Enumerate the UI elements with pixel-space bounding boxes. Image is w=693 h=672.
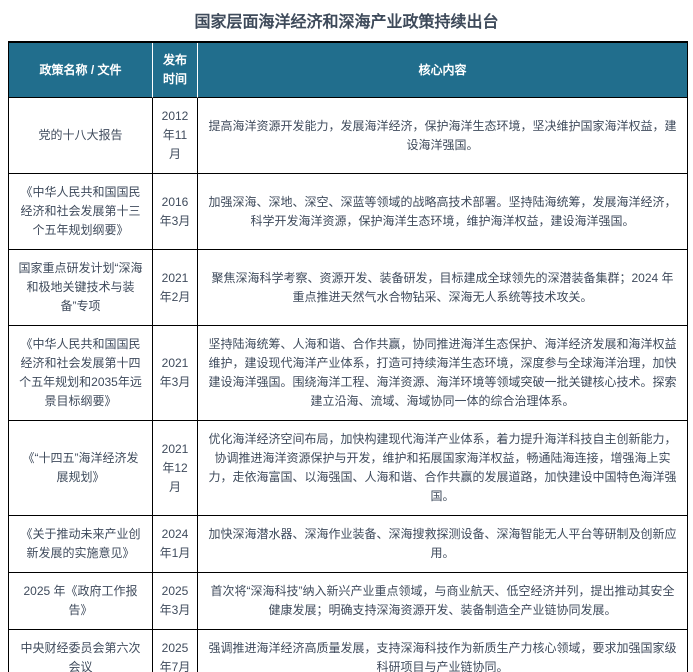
core-content-cell: 首次将“深海科技”纳入新兴产业重点领域，与商业航天、低空经济并列，提出推动其安全… xyxy=(198,573,687,630)
policy-name-cell: 《关于推动未来产业创新发展的实施意见》 xyxy=(9,516,153,573)
publish-date-cell: 2012年11月 xyxy=(153,98,198,174)
table-row: 《“十四五”海洋经济发展规划》 2021年12月 优化海洋经济空间布局，加快构建现代… xyxy=(9,421,687,516)
core-content-cell: 坚持陆海统筹、人海和谐、合作共赢，协同推进海洋生态保护、海洋经济发展和海洋权益维… xyxy=(198,326,687,421)
table-row: 2025 年《政府工作报告》 2025年3月 首次将“深海科技”纳入新兴产业重点领域… xyxy=(9,573,687,630)
column-header-date: 发布时间 xyxy=(153,43,198,98)
policy-name-cell: 《中华人民共和国国民经济和社会发展第十三个五年规划纲要》 xyxy=(9,174,153,250)
publish-date-cell: 2025年7月 xyxy=(153,630,198,672)
table-header-row: 政策名称 / 文件 发布时间 核心内容 xyxy=(9,43,687,98)
core-content-cell: 提高海洋资源开发能力，发展海洋经济，保护海洋生态环境，坚决维护国家海洋权益，建设… xyxy=(198,98,687,174)
column-header-content: 核心内容 xyxy=(198,43,687,98)
core-content-cell: 强调推进海洋经济高质量发展，支持深海科技作为新质生产力核心领域，要求加强国家级科… xyxy=(208,641,677,672)
page-title: 国家层面海洋经济和深海产业政策持续出台 xyxy=(194,14,499,31)
publish-date-cell: 2024年1月 xyxy=(153,516,198,573)
table-row: 国家重点研发计划“深海和极地关键技术与装备”专项 2021年2月 聚焦深海科学考察、… xyxy=(9,250,687,326)
table-body: 党的十八大报告 2012年11月 提高海洋资源开发能力，发展海洋经济，保护海洋生态环… xyxy=(9,98,687,672)
publish-date-cell: 2025年3月 xyxy=(153,573,198,630)
publish-date-cell: 2016年3月 xyxy=(153,174,198,250)
core-content-cell: 加强深海、深地、深空、深蓝等领域的战略高技术部署。坚持陆海统筹，发展海洋经济，科… xyxy=(198,174,687,250)
policy-name-cell: 2025 年《政府工作报告》 xyxy=(9,573,153,630)
table-row: 党的十八大报告 2012年11月 提高海洋资源开发能力，发展海洋经济，保护海洋生态环… xyxy=(9,98,687,174)
core-content-cell: 加快深海潜水器、深海作业装备、深海搜救探测设备、深海智能无人平台等研制及创新应用… xyxy=(198,516,687,573)
table-row: 《中华人民共和国国民经济和社会发展第十四个五年规划和2035年远景目标纲要》 20… xyxy=(9,326,687,421)
publish-date-cell: 2021年3月 xyxy=(153,326,198,421)
publish-date-cell: 2021年12月 xyxy=(153,421,198,516)
column-header-policy: 政策名称 / 文件 xyxy=(9,43,153,98)
policy-name-cell: 《中华人民共和国国民经济和社会发展第十四个五年规划和2035年远景目标纲要》 xyxy=(9,326,153,421)
policy-name-cell: 《“十四五”海洋经济发展规划》 xyxy=(9,421,153,516)
policy-name-cell: 中央财经委员会第六次会议 xyxy=(9,630,153,672)
table-row: 《中华人民共和国国民经济和社会发展第十三个五年规划纲要》 2016年3月 加强深海、… xyxy=(9,174,687,250)
policy-name-cell: 国家重点研发计划“深海和极地关键技术与装备”专项 xyxy=(9,250,153,326)
table-row: 《关于推动未来产业创新发展的实施意见》 2024年1月 加快深海潜水器、深海作业装备… xyxy=(9,516,687,573)
table-row: 中央财经委员会第六次会议 2025年7月 强调推进海洋经济高质量发展，支持深海科技作… xyxy=(9,630,687,672)
publish-date-cell: 2021年2月 xyxy=(153,250,198,326)
policy-name-cell: 党的十八大报告 xyxy=(9,98,153,174)
policy-table: 政策名称 / 文件 发布时间 核心内容 党的十八大报告 2012年11月 提高海洋资… xyxy=(8,41,688,672)
core-content-cell: 聚焦深海科学考察、资源开发、装备研发，目标建成全球领先的深潜装备集群；2024 … xyxy=(198,250,687,326)
core-content-cell: 优化海洋经济空间布局，加快构建现代海洋产业体系，着力提升海洋科技自主创新能力，协… xyxy=(198,421,687,516)
